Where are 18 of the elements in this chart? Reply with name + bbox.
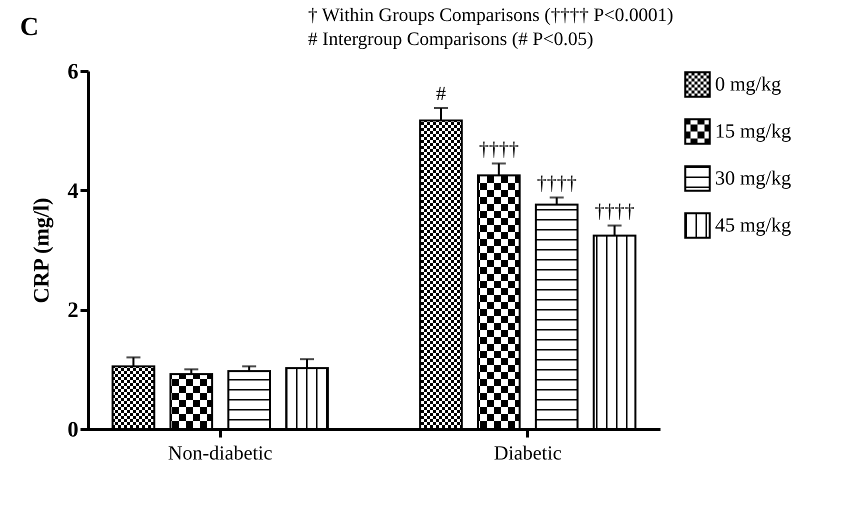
legend-label: 0 mg/kg bbox=[715, 74, 782, 96]
y-tick-label: 4 bbox=[68, 178, 78, 203]
annotation: †††† bbox=[594, 200, 635, 223]
x-tick-label: Non-diabetic bbox=[168, 442, 273, 464]
chart-title: C bbox=[20, 12, 39, 41]
legend-label: 30 mg/kg bbox=[715, 168, 792, 190]
legend-label: 15 mg/kg bbox=[715, 120, 792, 142]
y-tick-label: 2 bbox=[68, 297, 78, 322]
legend-label: 45 mg/kg bbox=[715, 214, 792, 236]
y-tick-label: 6 bbox=[68, 58, 78, 84]
annotation: †††† bbox=[536, 172, 577, 194]
text: † Within Groups Comparisons (†††† P<0.0001) bbox=[308, 4, 674, 28]
y-axis-title: CRP (mg/l) bbox=[28, 198, 54, 304]
annotation: # bbox=[436, 82, 446, 105]
x-tick-label: Diabetic bbox=[494, 442, 562, 464]
annotation: †††† bbox=[478, 138, 519, 160]
y-tick-label: 0 bbox=[68, 416, 78, 442]
text: # Intergroup Comparisons (# P<0.05) bbox=[308, 28, 594, 52]
